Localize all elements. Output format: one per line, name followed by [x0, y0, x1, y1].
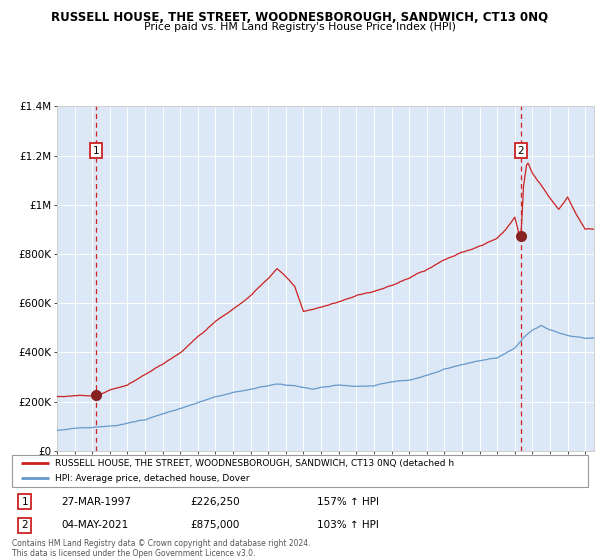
Text: 2: 2 — [517, 146, 524, 156]
Text: Contains HM Land Registry data © Crown copyright and database right 2024.
This d: Contains HM Land Registry data © Crown c… — [12, 539, 311, 558]
FancyBboxPatch shape — [12, 455, 588, 487]
Text: 1: 1 — [22, 497, 28, 507]
Text: 1: 1 — [93, 146, 100, 156]
Text: HPI: Average price, detached house, Dover: HPI: Average price, detached house, Dove… — [55, 474, 250, 483]
Text: 2: 2 — [22, 520, 28, 530]
Text: 04-MAY-2021: 04-MAY-2021 — [61, 520, 128, 530]
Text: 103% ↑ HPI: 103% ↑ HPI — [317, 520, 379, 530]
Text: £875,000: £875,000 — [191, 520, 240, 530]
Text: RUSSELL HOUSE, THE STREET, WOODNESBOROUGH, SANDWICH, CT13 0NQ: RUSSELL HOUSE, THE STREET, WOODNESBOROUG… — [52, 11, 548, 24]
Text: 27-MAR-1997: 27-MAR-1997 — [61, 497, 131, 507]
Text: £226,250: £226,250 — [191, 497, 240, 507]
Text: Price paid vs. HM Land Registry's House Price Index (HPI): Price paid vs. HM Land Registry's House … — [144, 22, 456, 32]
Text: 157% ↑ HPI: 157% ↑ HPI — [317, 497, 379, 507]
Text: RUSSELL HOUSE, THE STREET, WOODNESBOROUGH, SANDWICH, CT13 0NQ (detached h: RUSSELL HOUSE, THE STREET, WOODNESBOROUG… — [55, 459, 454, 468]
